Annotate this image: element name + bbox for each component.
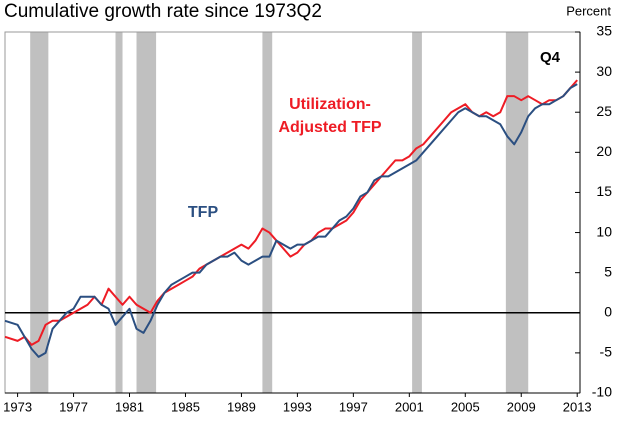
recession-shading	[412, 32, 422, 393]
series-label: Adjusted TFP	[278, 119, 381, 136]
x-tick-label: 1993	[283, 399, 312, 414]
series-label: TFP	[188, 204, 219, 221]
y-axis-label: Percent	[566, 3, 611, 18]
y-tick-label: 15	[596, 183, 612, 199]
recession-shading	[505, 32, 529, 393]
chart-title: Cumulative growth rate since 1973Q2	[4, 1, 322, 22]
annotation: Q4	[540, 49, 561, 66]
x-tick-label: 1981	[115, 399, 144, 414]
plot-frame	[4, 31, 581, 394]
recession-shading	[115, 32, 123, 393]
x-tick-label: 1977	[59, 399, 88, 414]
y-tick-label: 35	[596, 23, 612, 39]
y-tick-label: 25	[596, 103, 612, 119]
recession-shading	[136, 32, 157, 393]
series-line	[4, 83, 578, 358]
x-tick-label: 2013	[563, 399, 592, 414]
x-tick-label: 2009	[507, 399, 536, 414]
recession-shading	[30, 32, 49, 393]
x-tick-label: 1973	[3, 399, 32, 414]
series-line	[4, 79, 578, 346]
y-tick-label: 20	[596, 143, 612, 159]
x-tick-label: 1985	[171, 399, 200, 414]
x-tick-label: 2005	[451, 399, 480, 414]
y-tick-label: -10	[592, 384, 612, 400]
y-tick-label: 30	[596, 63, 612, 79]
x-tick-label: 1989	[227, 399, 256, 414]
recession-shading	[262, 32, 273, 393]
y-tick-label: 0	[604, 303, 612, 319]
series-label: Utilization-	[289, 96, 371, 113]
y-tick-label: -5	[600, 344, 613, 360]
x-tick-label: 2001	[395, 399, 424, 414]
y-tick-label: 10	[596, 223, 612, 239]
y-tick-label: 5	[604, 263, 612, 279]
x-tick-label: 1997	[339, 399, 368, 414]
